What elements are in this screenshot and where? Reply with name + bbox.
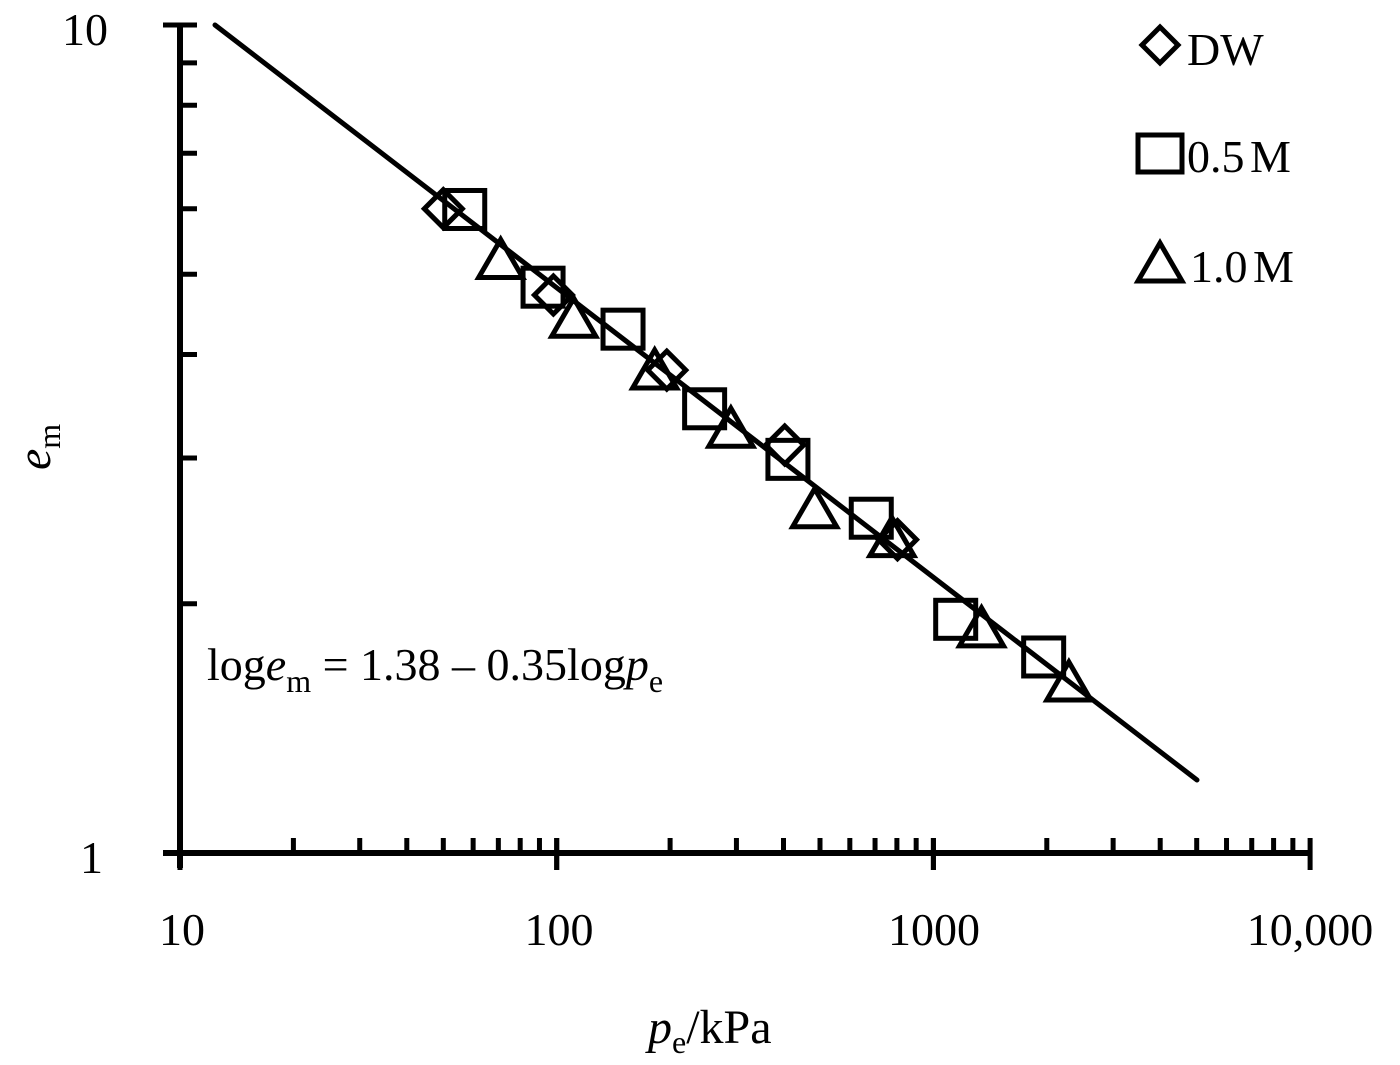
- regression-line: [212, 22, 1200, 783]
- diamond-marker-icon: [1138, 23, 1182, 67]
- triangle-marker: [628, 345, 682, 391]
- square-marker: [520, 265, 566, 309]
- diamond-marker: [530, 272, 576, 318]
- legend-label-1-0m: 1.0 M: [1190, 241, 1294, 292]
- square-marker: [765, 437, 811, 481]
- data-markers: [420, 186, 1096, 703]
- triangle-marker: [1042, 656, 1096, 703]
- equation-sub1: m: [286, 663, 311, 699]
- x-axis-title-sub: e: [672, 1024, 686, 1060]
- diamond-marker: [762, 422, 808, 468]
- x-axis-title-unit: /kPa: [686, 1001, 771, 1054]
- equation-sub2: e: [649, 663, 663, 699]
- triangle-marker: [474, 234, 528, 281]
- legend: DW 0.5 M 1.0 M: [1133, 23, 1294, 292]
- triangle-marker: [865, 512, 919, 559]
- fit-equation: logem = 1.38 – 0.35logpe: [207, 639, 663, 699]
- x-tick-label-10000: 10,000: [1247, 904, 1374, 955]
- legend-item-dw: DW: [1138, 23, 1264, 75]
- equation-rhs: = 1.38 – 0.35log: [311, 639, 626, 690]
- square-marker: [442, 187, 488, 231]
- legend-item-1-0m: 1.0 M: [1133, 238, 1294, 292]
- x-axis-title: pe/kPa: [645, 1001, 772, 1060]
- equation-var1: e: [266, 639, 286, 690]
- x-axis-title-var: p: [645, 1001, 672, 1054]
- triangle-marker-icon: [1133, 238, 1187, 284]
- y-axis-title-sub: m: [31, 424, 67, 449]
- square-marker-icon: [1135, 132, 1185, 175]
- equation-log1: log: [207, 639, 266, 690]
- legend-label-0-5m: 0.5 M: [1187, 131, 1291, 182]
- x-tick-label-1000: 1000: [888, 904, 980, 955]
- legend-label-dw: DW: [1187, 24, 1264, 75]
- y-tick-label-10: 10: [62, 4, 108, 55]
- triangle-marker: [547, 293, 601, 339]
- square-marker: [600, 307, 646, 351]
- y-axis-title-var: e: [8, 449, 61, 470]
- triangle-marker: [788, 483, 842, 530]
- x-tick-label-100: 100: [525, 904, 594, 955]
- x-axis-ticks: [177, 838, 1313, 870]
- triangle-marker: [704, 403, 758, 449]
- y-tick-label-1: 1: [80, 832, 103, 883]
- square-marker: [682, 387, 728, 431]
- y-axis-title: em: [8, 424, 67, 470]
- y-axis-ticks: [163, 22, 197, 607]
- square-marker: [1021, 635, 1067, 679]
- x-tick-label-10: 10: [159, 904, 205, 955]
- equation-var2: p: [623, 639, 649, 690]
- legend-item-0-5m: 0.5 M: [1135, 131, 1291, 182]
- triangle-marker: [955, 602, 1008, 649]
